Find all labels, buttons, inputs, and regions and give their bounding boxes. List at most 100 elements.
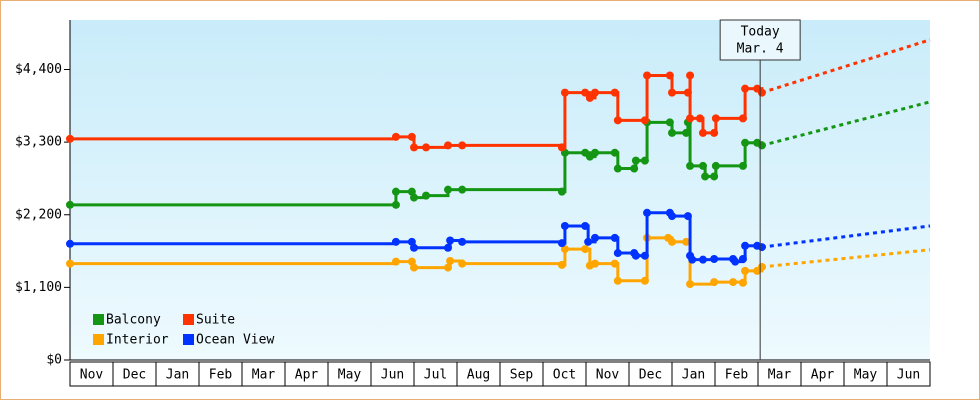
point xyxy=(391,200,400,209)
point xyxy=(710,254,719,263)
point xyxy=(741,138,750,147)
point xyxy=(391,132,400,141)
point xyxy=(710,278,719,287)
point xyxy=(686,161,695,170)
point xyxy=(741,84,750,93)
point xyxy=(410,193,418,202)
point xyxy=(668,128,676,137)
point xyxy=(686,114,695,123)
point xyxy=(557,260,566,269)
x-tick-label: May xyxy=(338,368,362,383)
point xyxy=(631,251,640,260)
point xyxy=(610,259,619,268)
point xyxy=(66,239,74,248)
point xyxy=(458,141,467,150)
forecast-line xyxy=(761,100,931,147)
x-tick-cell xyxy=(714,361,759,387)
point xyxy=(610,88,619,97)
point xyxy=(738,254,747,263)
legend-swatch xyxy=(93,334,104,345)
x-tick-label: Apr xyxy=(811,368,835,383)
point xyxy=(557,143,566,152)
point xyxy=(738,161,747,170)
point xyxy=(711,161,720,170)
point xyxy=(640,116,649,125)
legend-label: Interior xyxy=(106,333,169,348)
x-tick-label: Jan xyxy=(682,368,705,383)
point xyxy=(668,237,676,246)
point xyxy=(643,71,652,80)
point xyxy=(686,71,695,80)
point xyxy=(741,241,750,250)
point xyxy=(643,208,652,217)
point xyxy=(757,141,766,150)
point xyxy=(683,88,692,97)
x-tick-cell xyxy=(671,361,716,387)
point xyxy=(729,278,738,287)
point xyxy=(701,172,710,181)
point xyxy=(591,88,600,97)
x-tick-label: Aug xyxy=(467,368,490,383)
x-tick-cell xyxy=(843,361,888,387)
today-label: Today xyxy=(741,25,780,40)
point xyxy=(560,245,569,254)
point xyxy=(443,185,452,194)
legend-label: Suite xyxy=(196,313,235,328)
point xyxy=(410,243,418,252)
point xyxy=(668,212,676,221)
y-tick-label: $1,100 xyxy=(15,280,62,295)
legend-label: Balcony xyxy=(106,313,161,328)
x-tick-label: Dec xyxy=(639,368,662,383)
point xyxy=(443,263,452,272)
x-tick-label: Jun xyxy=(897,368,920,383)
point xyxy=(686,280,695,289)
x-tick-label: Mar xyxy=(252,368,276,383)
x-tick-label: Nov xyxy=(80,368,104,383)
point xyxy=(731,257,740,266)
point xyxy=(443,141,452,150)
x-tick-cell xyxy=(241,361,286,387)
x-tick-cell xyxy=(327,361,372,387)
x-tick-cell xyxy=(886,361,931,387)
point xyxy=(391,257,400,266)
x-tick-cell xyxy=(499,361,544,387)
point xyxy=(640,276,649,285)
point xyxy=(66,134,74,143)
legend-swatch xyxy=(183,314,194,325)
series xyxy=(66,208,931,266)
x-tick-label: Apr xyxy=(295,368,319,383)
point xyxy=(407,132,416,141)
point xyxy=(695,114,704,123)
x-tick-cell xyxy=(628,361,673,387)
legend-swatch xyxy=(93,314,104,325)
point xyxy=(422,191,431,200)
point xyxy=(711,114,720,123)
point xyxy=(613,276,622,285)
point xyxy=(581,245,590,254)
point xyxy=(581,88,590,97)
x-tick-label: Jun xyxy=(381,368,404,383)
point xyxy=(710,128,719,137)
point xyxy=(738,114,747,123)
x-tick-label: May xyxy=(854,368,878,383)
point xyxy=(741,266,750,275)
point xyxy=(391,237,400,246)
point xyxy=(446,256,455,265)
point xyxy=(698,255,707,264)
point xyxy=(682,237,691,246)
x-tick-cell xyxy=(585,361,630,387)
point xyxy=(557,187,566,196)
point xyxy=(410,143,418,152)
point xyxy=(683,212,692,221)
x-tick-cell xyxy=(69,361,114,387)
point xyxy=(757,88,766,97)
point xyxy=(688,255,697,264)
x-tick-label: Jan xyxy=(166,368,189,383)
x-tick-cell xyxy=(284,361,329,387)
point xyxy=(610,148,619,157)
point xyxy=(557,239,566,248)
x-tick-cell xyxy=(757,361,802,387)
x-tick-cell xyxy=(542,361,587,387)
x-tick-label: Feb xyxy=(209,368,233,383)
